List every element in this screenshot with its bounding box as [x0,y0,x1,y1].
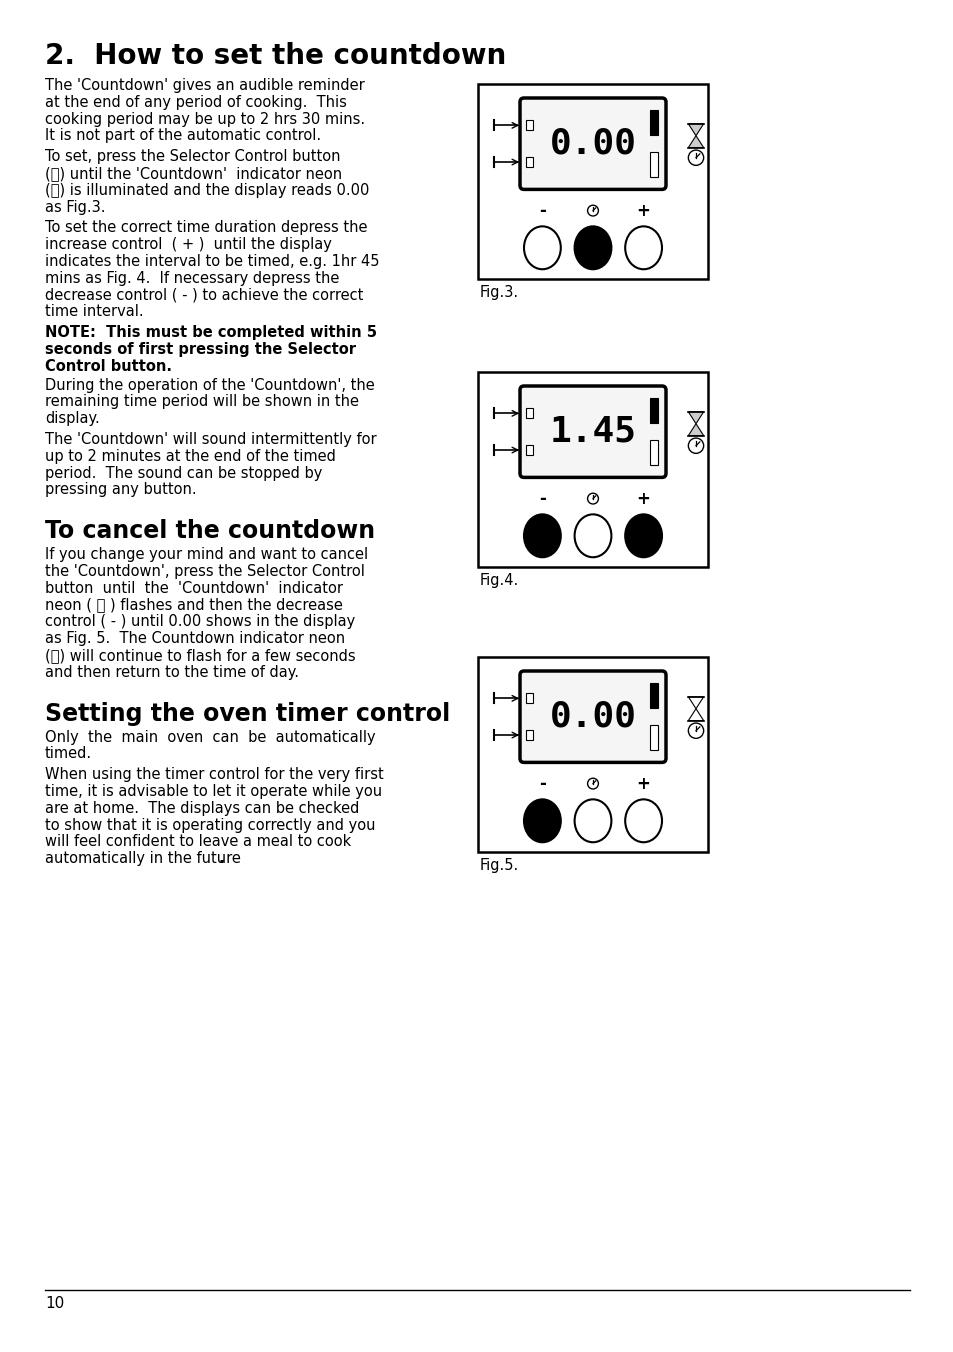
Bar [525,408,533,418]
Text: timed.: timed. [45,746,92,761]
Bar [525,157,533,168]
Text: The 'Countdown' gives an audible reminder: The 'Countdown' gives an audible reminde… [45,78,364,93]
Ellipse shape [574,226,611,269]
Text: 2.  How to set the countdown: 2. How to set the countdown [45,42,506,70]
Circle shape [688,150,703,165]
Text: Fig.3.: Fig.3. [479,285,518,300]
Text: -: - [538,489,545,507]
Ellipse shape [574,799,611,842]
Text: the 'Countdown', press the Selector Control: the 'Countdown', press the Selector Cont… [45,564,364,579]
Text: at the end of any period of cooking.  This: at the end of any period of cooking. Thi… [45,95,347,110]
Bar [525,730,533,740]
Text: control ( - ) until 0.00 shows in the display: control ( - ) until 0.00 shows in the di… [45,614,355,630]
Bar [649,439,658,465]
Text: neon ( ⧈ ) flashes and then the decrease: neon ( ⧈ ) flashes and then the decrease [45,598,342,612]
Polygon shape [688,708,703,721]
Text: seconds of first pressing the Selector: seconds of first pressing the Selector [45,342,355,357]
Bar [649,399,658,423]
Ellipse shape [523,226,560,269]
Text: as Fig.3.: as Fig.3. [45,200,106,215]
Text: NOTE:  This must be completed within 5: NOTE: This must be completed within 5 [45,326,376,341]
FancyBboxPatch shape [519,671,665,763]
Ellipse shape [624,514,661,557]
Bar [525,445,533,456]
Text: indicates the interval to be timed, e.g. 1hr 45: indicates the interval to be timed, e.g.… [45,254,379,269]
FancyBboxPatch shape [519,387,665,477]
Polygon shape [688,124,703,135]
Bar [649,151,658,177]
Text: time interval.: time interval. [45,304,144,319]
Text: 0.00: 0.00 [549,127,636,161]
Polygon shape [688,412,703,423]
Text: up to 2 minutes at the end of the timed: up to 2 minutes at the end of the timed [45,449,335,464]
Text: Control button.: Control button. [45,358,172,373]
Text: To cancel the countdown: To cancel the countdown [45,519,375,544]
Text: (⧈) will continue to flash for a few seconds: (⧈) will continue to flash for a few sec… [45,648,355,662]
Ellipse shape [624,226,661,269]
Text: +: + [636,489,650,507]
Text: -: - [538,775,545,792]
Bar [649,683,658,708]
Text: The 'Countdown' will sound intermittently for: The 'Countdown' will sound intermittentl… [45,433,376,448]
Text: +: + [636,775,650,792]
Text: 10: 10 [45,1297,64,1311]
Polygon shape [688,423,703,435]
Circle shape [688,723,703,738]
Text: display.: display. [45,411,100,426]
Text: to show that it is operating correctly and you: to show that it is operating correctly a… [45,818,375,833]
Ellipse shape [624,799,661,842]
Text: When using the timer control for the very first: When using the timer control for the ver… [45,767,383,783]
Text: and then return to the time of day.: and then return to the time of day. [45,665,298,680]
Text: are at home.  The displays can be checked: are at home. The displays can be checked [45,800,359,815]
Polygon shape [688,135,703,147]
Text: Fig.4.: Fig.4. [479,573,518,588]
Text: time, it is advisable to let it operate while you: time, it is advisable to let it operate … [45,784,382,799]
Text: period.  The sound can be stopped by: period. The sound can be stopped by [45,465,322,480]
Polygon shape [688,696,703,708]
Ellipse shape [523,799,560,842]
Bar [477,372,707,566]
Text: To set, press the Selector Control button: To set, press the Selector Control butto… [45,149,340,164]
Text: +: + [636,201,650,219]
Text: increase control  ( + )  until the display: increase control ( + ) until the display [45,237,332,253]
Text: If you change your mind and want to cancel: If you change your mind and want to canc… [45,548,368,562]
Text: -: - [538,201,545,219]
Text: Setting the oven timer control: Setting the oven timer control [45,702,450,726]
Text: cooking period may be up to 2 hrs 30 mins.: cooking period may be up to 2 hrs 30 min… [45,112,365,127]
Bar [477,84,707,279]
Text: button  until  the  'Countdown'  indicator: button until the 'Countdown' indicator [45,581,343,596]
Text: During the operation of the 'Countdown', the: During the operation of the 'Countdown',… [45,377,375,392]
Text: mins as Fig. 4.  If necessary depress the: mins as Fig. 4. If necessary depress the [45,270,339,285]
Bar [477,657,707,852]
Text: automatically in the future: automatically in the future [45,852,240,867]
Circle shape [587,206,598,216]
Bar [649,111,658,135]
Text: It is not part of the automatic control.: It is not part of the automatic control. [45,128,321,143]
Circle shape [587,779,598,790]
Text: .: . [219,852,224,867]
Text: (⧈) is illuminated and the display reads 0.00: (⧈) is illuminated and the display reads… [45,183,369,197]
Text: Fig.5.: Fig.5. [479,859,518,873]
Text: 0.00: 0.00 [549,700,636,734]
Text: To set the correct time duration depress the: To set the correct time duration depress… [45,220,367,235]
Text: as Fig. 5.  The Countdown indicator neon: as Fig. 5. The Countdown indicator neon [45,631,345,646]
Text: (ⓨ) until the 'Countdown'  indicator neon: (ⓨ) until the 'Countdown' indicator neon [45,166,342,181]
Ellipse shape [574,514,611,557]
Ellipse shape [523,514,560,557]
Circle shape [587,493,598,504]
Circle shape [688,438,703,453]
Bar [525,694,533,703]
Text: decrease control ( - ) to achieve the correct: decrease control ( - ) to achieve the co… [45,288,363,303]
Text: pressing any button.: pressing any button. [45,483,196,498]
Text: remaining time period will be shown in the: remaining time period will be shown in t… [45,395,358,410]
Bar [649,725,658,750]
FancyBboxPatch shape [519,97,665,189]
Text: Only  the  main  oven  can  be  automatically: Only the main oven can be automatically [45,730,375,745]
Text: 1.45: 1.45 [549,415,636,449]
Text: will feel confident to leave a meal to cook: will feel confident to leave a meal to c… [45,834,351,849]
Bar [525,120,533,130]
